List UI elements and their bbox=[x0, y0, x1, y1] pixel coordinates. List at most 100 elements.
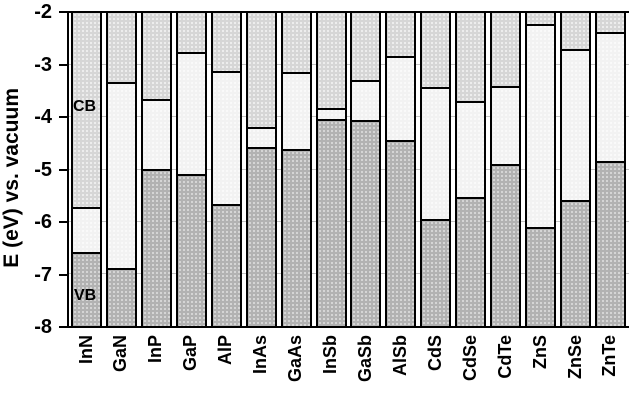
bar-ZnTe bbox=[595, 13, 626, 326]
bar-GaN bbox=[106, 13, 137, 326]
cb-segment bbox=[108, 13, 135, 84]
vb-segment bbox=[178, 174, 205, 326]
x-label-ZnSe: ZnSe bbox=[565, 335, 587, 402]
bar-AlSb bbox=[385, 13, 416, 326]
y-tick bbox=[59, 116, 67, 118]
x-label-text: GaN bbox=[110, 335, 130, 373]
cb-segment bbox=[213, 13, 240, 73]
y-tick bbox=[59, 221, 67, 223]
x-label-text: GaP bbox=[180, 335, 200, 372]
x-label-text: CdSe bbox=[460, 335, 480, 382]
y-tick-label: -5 bbox=[34, 159, 52, 181]
bar-ZnSe bbox=[560, 13, 591, 326]
x-label-GaN: GaN bbox=[110, 335, 132, 402]
vb-segment bbox=[352, 120, 379, 326]
x-label-text: ZnSe bbox=[565, 335, 585, 380]
bar-InN bbox=[71, 13, 102, 326]
vb-segment bbox=[318, 119, 345, 326]
x-label-AlSb: AlSb bbox=[390, 335, 412, 402]
vb-segment bbox=[108, 268, 135, 326]
bar-CdTe bbox=[490, 13, 521, 326]
bar-CdS bbox=[420, 13, 451, 326]
x-label-text: CdS bbox=[425, 335, 445, 371]
y-tick-label: -2 bbox=[34, 1, 52, 23]
cb-segment bbox=[527, 13, 554, 26]
cb-segment bbox=[422, 13, 449, 89]
vb-segment bbox=[283, 149, 310, 326]
cb-segment bbox=[143, 13, 170, 101]
bar-GaP bbox=[176, 13, 207, 326]
x-label-CdSe: CdSe bbox=[460, 335, 482, 402]
y-tick bbox=[59, 11, 67, 13]
x-label-GaSb: GaSb bbox=[355, 335, 377, 402]
x-label-ZnTe: ZnTe bbox=[599, 335, 621, 402]
vb-segment bbox=[492, 164, 519, 326]
x-label-text: ZnS bbox=[530, 335, 550, 369]
x-label-GaAs: GaAs bbox=[285, 335, 307, 402]
cb-segment bbox=[492, 13, 519, 88]
gridline bbox=[69, 169, 629, 170]
cb-segment bbox=[73, 13, 100, 209]
bar-InP bbox=[141, 13, 172, 326]
y-tick-label: -4 bbox=[34, 106, 52, 128]
vb-segment bbox=[248, 147, 275, 326]
bar-InAs bbox=[246, 13, 277, 326]
x-label-text: InN bbox=[76, 335, 96, 364]
x-label-CdTe: CdTe bbox=[495, 335, 517, 402]
x-label-text: AlSb bbox=[390, 335, 410, 377]
vb-segment bbox=[562, 200, 589, 326]
x-label-text: InSb bbox=[320, 335, 340, 374]
cb-segment bbox=[597, 13, 624, 34]
x-label-InAs: InAs bbox=[250, 335, 272, 402]
bar-GaSb bbox=[350, 13, 381, 326]
y-tick-label: -7 bbox=[34, 264, 52, 286]
x-label-CdS: CdS bbox=[425, 335, 447, 402]
x-label-ZnS: ZnS bbox=[530, 335, 552, 402]
vb-segment bbox=[422, 219, 449, 326]
cb-segment bbox=[352, 13, 379, 82]
x-label-InN: InN bbox=[76, 335, 98, 402]
bar-InSb bbox=[316, 13, 347, 326]
x-label-text: GaSb bbox=[355, 335, 375, 383]
vb-segment bbox=[527, 227, 554, 326]
y-tick-label: -3 bbox=[34, 54, 52, 76]
cb-segment bbox=[387, 13, 414, 58]
x-label-text: GaAs bbox=[285, 335, 305, 383]
vb-segment bbox=[213, 204, 240, 326]
y-tick bbox=[59, 169, 67, 171]
x-label-AlP: AlP bbox=[215, 335, 237, 402]
y-tick-label: -6 bbox=[34, 211, 52, 233]
cb-segment bbox=[457, 13, 484, 103]
x-label-InP: InP bbox=[145, 335, 167, 402]
y-tick bbox=[59, 274, 67, 276]
cb-segment bbox=[283, 13, 310, 74]
plot-content bbox=[69, 13, 629, 326]
bar-GaAs bbox=[281, 13, 312, 326]
vb-segment bbox=[143, 169, 170, 326]
gridline bbox=[69, 273, 629, 274]
gridline bbox=[69, 221, 629, 222]
x-label-text: InAs bbox=[250, 335, 270, 375]
vb-segment bbox=[597, 161, 624, 326]
y-tick bbox=[59, 64, 67, 66]
bar-ZnS bbox=[525, 13, 556, 326]
bar-AlP bbox=[211, 13, 242, 326]
vb-segment bbox=[457, 197, 484, 326]
gridline bbox=[69, 64, 629, 65]
gridline bbox=[69, 116, 629, 117]
vb-segment bbox=[387, 140, 414, 326]
x-label-text: InP bbox=[145, 335, 165, 364]
x-label-GaP: GaP bbox=[180, 335, 202, 402]
vb-segment bbox=[73, 252, 100, 326]
x-label-text: AlP bbox=[215, 335, 235, 366]
bar-CdSe bbox=[455, 13, 486, 326]
x-label-InSb: InSb bbox=[320, 335, 342, 402]
x-label-text: ZnTe bbox=[599, 335, 619, 377]
cb-segment bbox=[248, 13, 275, 129]
y-tick-label: -8 bbox=[34, 316, 52, 338]
cb-segment bbox=[318, 13, 345, 110]
cb-segment bbox=[562, 13, 589, 51]
plot-area bbox=[67, 11, 629, 328]
cb-segment bbox=[178, 13, 205, 54]
